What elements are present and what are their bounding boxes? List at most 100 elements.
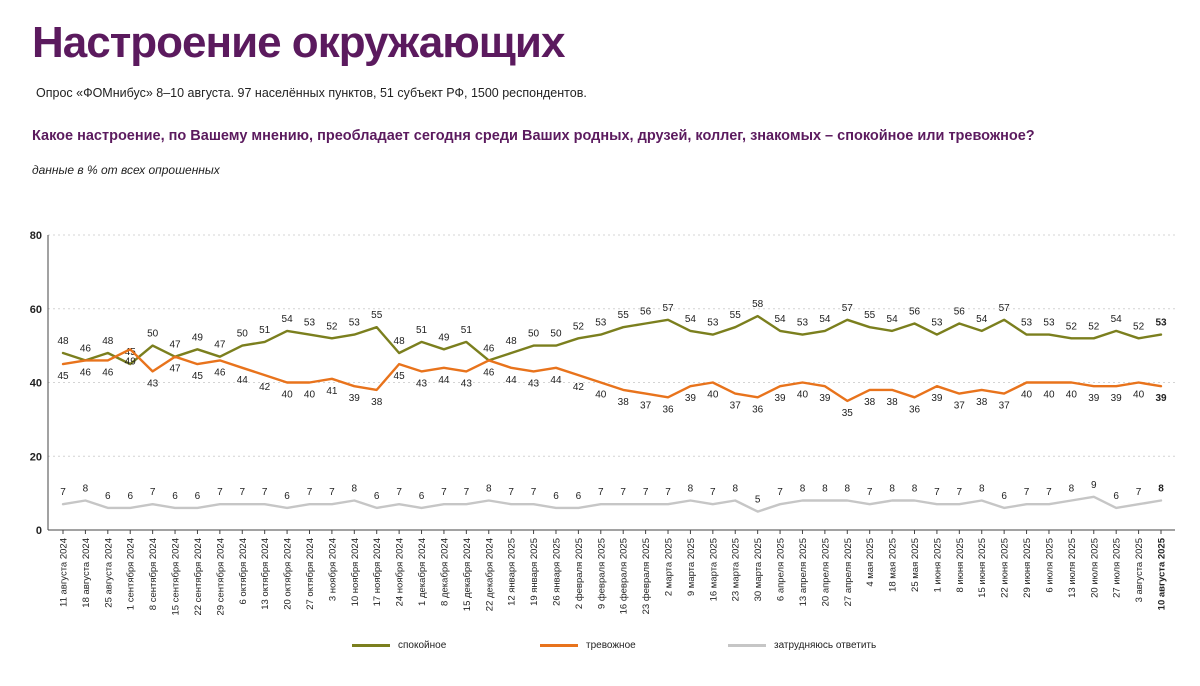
- x-tick-label: 2 марта 2025: [664, 538, 675, 596]
- data-label-anxious: 37: [640, 401, 652, 412]
- data-label-anxious: 45: [192, 371, 204, 382]
- chart-legend: спокойное тревожное затрудняюсь ответить: [0, 640, 1200, 660]
- data-label-unsure: 6: [284, 491, 290, 502]
- x-tick-label: 13 июля 2025: [1067, 538, 1078, 598]
- x-tick-label: 27 июля 2025: [1112, 538, 1123, 598]
- data-label-anxious: 36: [909, 404, 921, 415]
- data-label-unsure: 8: [486, 484, 492, 495]
- data-label-unsure: 9: [1091, 480, 1097, 491]
- x-tick-label: 26 января 2025: [551, 538, 562, 606]
- x-tick-label: 3 августа 2025: [1134, 538, 1145, 602]
- x-tick-label: 22 декабря 2024: [484, 538, 495, 611]
- x-tick-label: 29 июня 2025: [1022, 538, 1033, 598]
- data-label-calm: 50: [237, 329, 249, 340]
- data-label-unsure: 7: [441, 487, 447, 498]
- x-tick-label: 24 ноября 2024: [395, 538, 406, 606]
- data-label-calm: 54: [685, 314, 697, 325]
- data-label-unsure: 7: [867, 487, 873, 498]
- x-tick-label: 25 августа 2024: [103, 538, 114, 608]
- data-label-calm: 50: [528, 329, 540, 340]
- data-label-anxious: 40: [1021, 390, 1033, 401]
- x-tick-label: 15 сентября 2024: [171, 538, 182, 616]
- data-label-unsure: 8: [688, 484, 694, 495]
- data-label-calm: 49: [438, 332, 450, 343]
- data-label-unsure: 6: [419, 491, 425, 502]
- x-tick-label: 1 сентября 2024: [126, 538, 137, 610]
- x-tick-label: 6 октября 2024: [238, 538, 249, 605]
- data-label-unsure: 7: [934, 487, 940, 498]
- data-label-unsure: 7: [1136, 487, 1142, 498]
- data-label-calm: 47: [214, 340, 226, 351]
- x-tick-label: 10 августа 2025: [1157, 537, 1168, 610]
- data-label-unsure: 6: [172, 491, 178, 502]
- data-label-anxious: 44: [438, 375, 450, 386]
- data-label-unsure: 6: [127, 491, 133, 502]
- x-tick-label: 20 апреля 2025: [820, 538, 831, 606]
- legend-swatch-anxious: [540, 644, 578, 647]
- x-tick-label: 23 марта 2025: [731, 538, 742, 601]
- data-label-calm: 55: [730, 310, 742, 321]
- data-label-calm: 52: [1066, 321, 1078, 332]
- data-label-anxious: 40: [304, 390, 316, 401]
- data-label-unsure: 8: [822, 484, 828, 495]
- data-label-unsure: 7: [150, 487, 156, 498]
- data-label-unsure: 8: [845, 484, 851, 495]
- data-label-unsure: 8: [83, 484, 89, 495]
- x-tick-label: 1 июня 2025: [932, 538, 943, 593]
- data-label-anxious: 39: [819, 393, 831, 404]
- x-tick-label: 8 июня 2025: [955, 538, 966, 593]
- x-tick-label: 13 апреля 2025: [798, 538, 809, 606]
- data-label-calm: 54: [282, 314, 294, 325]
- x-tick-label: 16 марта 2025: [708, 538, 719, 601]
- x-tick-label: 27 апреля 2025: [843, 538, 854, 606]
- data-label-unsure: 8: [1069, 484, 1075, 495]
- x-tick-label: 20 июля 2025: [1089, 538, 1100, 598]
- legend-swatch-unsure: [728, 644, 766, 647]
- data-label-unsure: 8: [800, 484, 806, 495]
- x-tick-label: 18 августа 2024: [81, 538, 92, 608]
- data-label-calm: 51: [416, 325, 428, 336]
- data-label-calm: 55: [618, 310, 630, 321]
- data-label-unsure: 6: [1113, 491, 1119, 502]
- x-tick-label: 4 мая 2025: [865, 538, 876, 587]
- data-label-calm: 57: [842, 303, 854, 314]
- x-tick-label: 27 октября 2024: [305, 538, 316, 610]
- data-label-calm: 53: [349, 318, 361, 329]
- data-label-calm: 53: [707, 318, 719, 329]
- data-label-calm: 56: [954, 307, 966, 318]
- data-label-calm: 48: [506, 336, 518, 347]
- series-line-unsure: [61, 495, 1163, 513]
- data-label-calm: 51: [461, 325, 473, 336]
- data-label-anxious: 44: [506, 375, 518, 386]
- data-label-calm: 51: [259, 325, 271, 336]
- legend-label-anxious: тревожное: [586, 640, 636, 651]
- x-tick-label: 11 августа 2024: [59, 538, 70, 607]
- data-label-unsure: 7: [620, 487, 626, 498]
- data-label-anxious: 42: [259, 382, 271, 393]
- data-label-calm: 58: [752, 299, 764, 310]
- x-tick-label: 15 июня 2025: [977, 538, 988, 598]
- data-label-anxious: 45: [394, 371, 406, 382]
- data-label-anxious: 39: [931, 393, 943, 404]
- legend-item-anxious: тревожное: [540, 640, 636, 651]
- x-tick-label: 22 июня 2025: [1000, 538, 1011, 598]
- x-tick-label: 9 февраля 2025: [596, 538, 607, 609]
- data-label-calm: 53: [595, 318, 607, 329]
- data-label-calm: 48: [102, 336, 114, 347]
- data-label-anxious: 37: [954, 401, 966, 412]
- data-label-calm: 50: [147, 329, 159, 340]
- data-label-anxious: 45: [57, 371, 69, 382]
- series-line-anxious: [61, 348, 1163, 403]
- data-label-anxious: 40: [707, 390, 719, 401]
- data-label-anxious: 39: [1111, 393, 1123, 404]
- data-label-calm: 52: [1133, 321, 1145, 332]
- data-label-calm: 49: [192, 332, 204, 343]
- data-label-unsure: 7: [464, 487, 470, 498]
- data-label-calm: 48: [57, 336, 69, 347]
- data-label-calm: 56: [909, 307, 921, 318]
- data-label-anxious: 38: [618, 397, 630, 408]
- x-tick-label: 22 сентября 2024: [193, 538, 204, 616]
- data-label-unsure: 8: [352, 484, 358, 495]
- data-label-unsure: 6: [195, 491, 201, 502]
